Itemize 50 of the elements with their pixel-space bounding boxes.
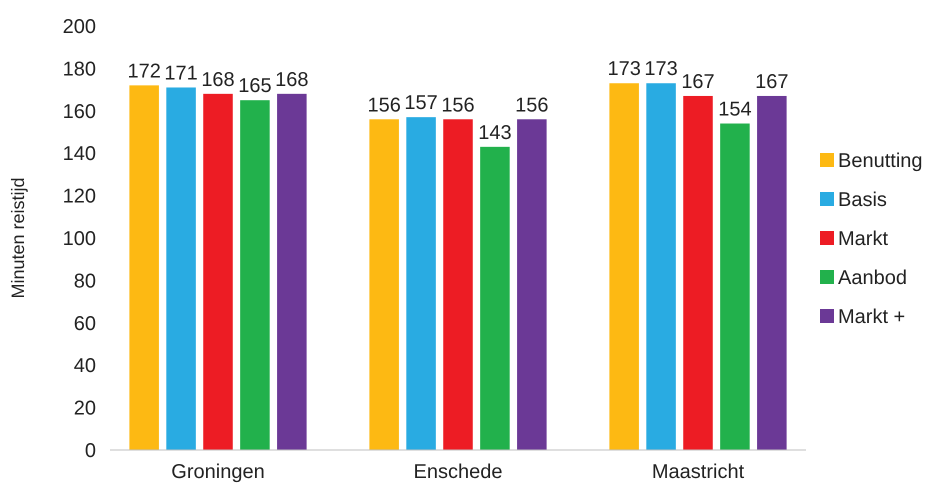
x-tick-label: Groningen (171, 461, 265, 483)
data-label: 171 (164, 62, 198, 84)
y-tick-label: 80 (74, 270, 96, 292)
data-label: 173 (607, 58, 641, 80)
data-label: 154 (718, 98, 752, 121)
legend-label: Basis (838, 189, 887, 211)
data-label: 156 (441, 94, 475, 116)
y-tick-label: 160 (62, 100, 96, 123)
y-tick-label: 200 (62, 16, 96, 38)
data-label: 156 (367, 94, 401, 116)
bar (203, 94, 233, 450)
data-label: 173 (644, 58, 678, 80)
bar (240, 100, 270, 450)
y-tick-label: 100 (62, 228, 96, 250)
data-label: 157 (404, 92, 438, 114)
y-tick-label: 180 (62, 58, 96, 80)
bar (480, 146, 510, 450)
data-label: 172 (127, 60, 161, 82)
data-label: 167 (681, 70, 715, 93)
legend-label: Markt + (838, 306, 906, 328)
x-tick-label: Maastricht (652, 461, 745, 483)
bar (443, 119, 473, 450)
bar (129, 85, 159, 450)
bar (683, 96, 713, 450)
bar (720, 124, 750, 450)
y-axis-title: Minuten reistijd (8, 177, 28, 299)
bar (646, 83, 676, 450)
bar (166, 87, 196, 450)
bar (517, 119, 547, 450)
legend-label: Markt (838, 228, 888, 250)
y-tick-label: 60 (74, 312, 96, 335)
data-label: 167 (755, 70, 789, 93)
bar (757, 96, 787, 450)
y-tick-label: 40 (74, 355, 96, 378)
data-label: 143 (478, 122, 512, 144)
legend-label: Benutting (838, 150, 923, 172)
data-label: 156 (515, 94, 549, 116)
bar (369, 119, 399, 450)
legend-label: Aanbod (838, 267, 907, 289)
bar (609, 83, 639, 450)
bar (277, 94, 307, 450)
data-label: 165 (238, 75, 272, 98)
y-tick-label: 140 (62, 143, 96, 166)
data-label: 168 (275, 68, 309, 91)
bar (406, 117, 436, 450)
y-tick-label: 20 (74, 398, 96, 420)
x-tick-label: Enschede (414, 461, 502, 483)
y-tick-label: 0 (84, 440, 96, 462)
y-tick-label: 120 (62, 186, 96, 208)
data-label: 168 (201, 68, 235, 91)
